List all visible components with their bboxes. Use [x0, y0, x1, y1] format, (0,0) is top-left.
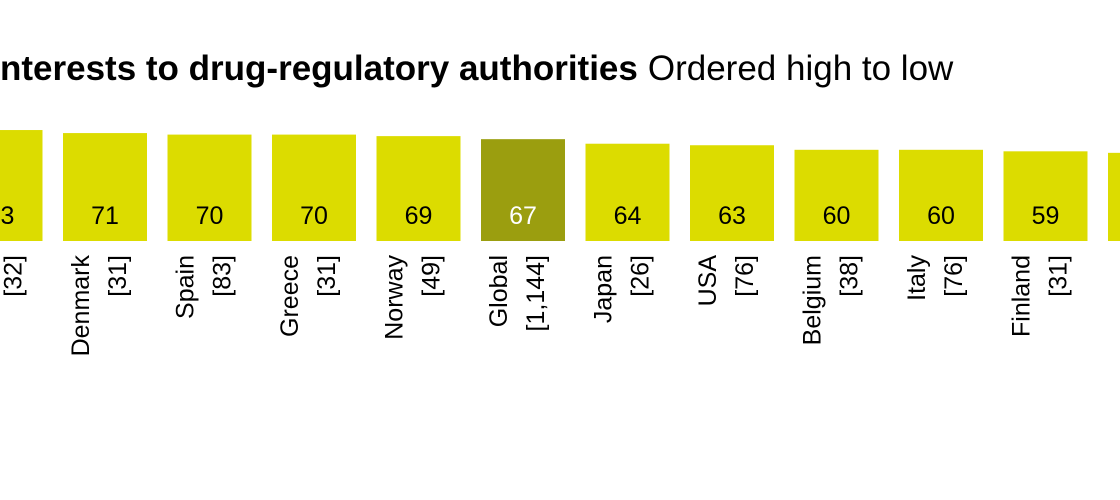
- x-tick-label: USA: [694, 255, 722, 307]
- bar: [899, 149, 983, 241]
- sample-size-label: [31]: [1045, 255, 1073, 297]
- value-label: 70: [300, 202, 328, 230]
- sample-size-label: [38]: [836, 255, 864, 297]
- sample-size-label: [49]: [418, 255, 446, 297]
- bar: [794, 149, 879, 241]
- x-tick-label: Denmark: [67, 255, 95, 357]
- x-tick-label: Spain: [172, 255, 200, 319]
- value-label: 73: [0, 202, 14, 230]
- value-label: 63: [718, 202, 746, 230]
- sample-size-label: [83]: [209, 255, 237, 297]
- value-label: 59: [1032, 202, 1060, 230]
- sample-size-label: [32]: [0, 255, 28, 297]
- sample-size-label: [26]: [627, 255, 655, 297]
- chart-heading: nterests to drug-regulatory authorities O…: [0, 49, 954, 88]
- sample-size-label: [31]: [313, 255, 341, 297]
- bar: [167, 134, 252, 241]
- bar: [1003, 151, 1088, 241]
- x-tick-label: Japan: [590, 255, 618, 323]
- sample-size-label: [76]: [940, 255, 968, 297]
- x-tick-label: Norway: [381, 255, 409, 340]
- sample-size-label: [31]: [104, 255, 132, 297]
- sample-size-label: [76]: [731, 255, 759, 297]
- chart-title: nterests to drug-regulatory authorities: [0, 49, 638, 88]
- bar: [481, 139, 565, 241]
- value-label: 71: [91, 202, 119, 230]
- bar: [1108, 152, 1120, 241]
- value-label: 69: [405, 202, 433, 230]
- x-tick-label: Italy: [903, 255, 931, 301]
- bar: [63, 133, 147, 241]
- x-tick-label: Greece: [276, 255, 304, 337]
- x-tick-label: Belgium: [799, 255, 827, 345]
- value-label: 60: [927, 202, 955, 230]
- bar: [376, 136, 461, 241]
- bar: [272, 134, 356, 241]
- x-tick-label: Finland: [1008, 255, 1036, 337]
- sample-size-label: [1,144]: [522, 255, 550, 331]
- x-tick-label: Global: [485, 255, 513, 327]
- bar: [0, 130, 43, 241]
- chart-subtitle: Ordered high to low: [648, 49, 954, 88]
- value-label: 64: [614, 202, 642, 230]
- value-label: 60: [823, 202, 851, 230]
- value-label: 67: [509, 202, 537, 230]
- bar: [585, 143, 670, 241]
- bar: [690, 145, 774, 241]
- value-label: 70: [196, 202, 224, 230]
